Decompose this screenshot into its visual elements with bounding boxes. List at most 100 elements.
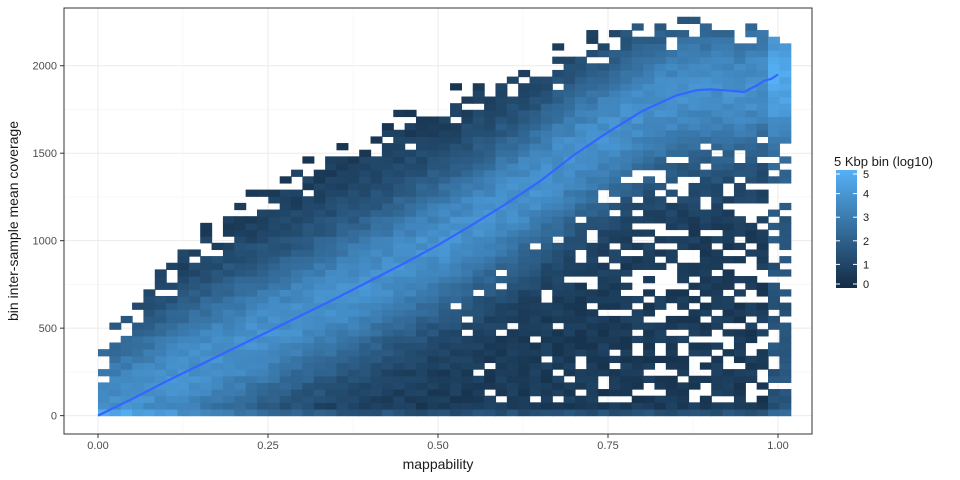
heatmap-cell <box>415 302 428 310</box>
heatmap-cell <box>438 176 451 184</box>
heatmap-cell <box>222 315 235 324</box>
heatmap-cell <box>200 389 213 397</box>
heatmap-cell <box>677 129 690 138</box>
heatmap-cell <box>540 256 553 264</box>
heatmap-cell <box>495 369 508 377</box>
heatmap-cell <box>495 375 508 383</box>
heatmap-cell <box>256 242 269 251</box>
heatmap-cell <box>234 276 247 284</box>
heatmap-cell <box>256 276 269 284</box>
heatmap-cell <box>415 282 428 290</box>
heatmap-cell <box>699 96 712 104</box>
heatmap-cell <box>779 103 792 111</box>
heatmap-cell <box>222 256 235 264</box>
heatmap-cell <box>574 289 587 297</box>
heatmap-cell <box>256 229 269 237</box>
heatmap-cell <box>654 123 667 131</box>
heatmap-cell <box>745 369 758 377</box>
heatmap-cell <box>722 216 735 224</box>
heatmap-cell <box>359 309 372 317</box>
heatmap-cell <box>222 282 235 290</box>
heatmap-cell <box>370 182 383 191</box>
heatmap-cell <box>438 369 451 377</box>
heatmap-cell <box>359 216 372 224</box>
heatmap-cell <box>699 36 712 44</box>
heatmap-cell <box>325 209 338 217</box>
heatmap-cell <box>722 56 735 64</box>
heatmap-cell <box>654 236 667 244</box>
heatmap-cell <box>609 315 621 324</box>
heatmap-cell <box>370 402 383 410</box>
heatmap-cell <box>256 342 269 350</box>
heatmap-cell <box>665 395 678 403</box>
heatmap-cell <box>654 375 667 383</box>
heatmap-cell <box>200 309 213 317</box>
heatmap-cell <box>427 335 440 344</box>
heatmap-cell <box>756 163 769 171</box>
heatmap-cell <box>643 49 656 58</box>
heatmap-cell <box>461 169 474 177</box>
heatmap-cell <box>745 196 758 204</box>
heatmap-cell <box>586 402 599 410</box>
heatmap-cell <box>234 236 247 244</box>
heatmap-cell <box>256 236 269 244</box>
heatmap-cell <box>279 349 292 357</box>
heatmap-cell <box>188 402 201 410</box>
heatmap-cell <box>711 103 724 111</box>
heatmap-cell <box>506 375 519 383</box>
heatmap-cell <box>506 389 519 397</box>
heatmap-cell <box>563 382 576 390</box>
heatmap-cell <box>665 236 678 244</box>
heatmap-cell <box>245 216 258 224</box>
heatmap-cell <box>450 315 462 324</box>
heatmap-cell <box>154 408 167 417</box>
heatmap-cell <box>779 43 792 51</box>
heatmap-cell <box>415 262 428 270</box>
heatmap-cell <box>234 222 247 231</box>
heatmap-cell <box>279 229 292 237</box>
heatmap-cell <box>620 329 633 337</box>
heatmap-cell <box>518 335 531 344</box>
heatmap-cell <box>132 302 145 310</box>
heatmap-cell <box>211 402 224 410</box>
heatmap-cell <box>631 43 644 51</box>
heatmap-cell <box>484 262 497 270</box>
heatmap-cell <box>472 129 485 138</box>
heatmap-cell <box>722 282 735 290</box>
heatmap-cell <box>756 242 769 251</box>
heatmap-cell <box>609 156 621 164</box>
heatmap-cell <box>450 163 462 171</box>
heatmap-cell <box>313 169 326 177</box>
heatmap-cell <box>677 43 690 51</box>
heatmap-cell <box>722 156 735 164</box>
heatmap-cell <box>313 229 326 237</box>
heatmap-cell <box>609 369 621 377</box>
heatmap-cell <box>768 389 780 397</box>
heatmap-cell <box>518 355 531 364</box>
heatmap-cell <box>586 103 599 111</box>
heatmap-cell <box>768 375 780 383</box>
heatmap-cell <box>688 136 701 144</box>
heatmap-cell <box>529 109 542 118</box>
heatmap-cell <box>688 382 701 390</box>
heatmap-cell <box>279 335 292 344</box>
heatmap-cell <box>586 289 599 297</box>
heatmap-cell <box>540 196 553 204</box>
heatmap-cell <box>427 202 440 211</box>
heatmap-cell <box>393 402 406 410</box>
heatmap-cell <box>188 295 201 304</box>
heatmap-cell <box>370 369 383 377</box>
heatmap-cell <box>302 269 315 277</box>
heatmap-cell <box>166 262 179 270</box>
heatmap-cell <box>461 395 474 403</box>
heatmap-cell <box>415 209 428 217</box>
heatmap-cell <box>506 176 519 184</box>
heatmap-cell <box>643 176 656 184</box>
heatmap-cell <box>381 295 394 304</box>
heatmap-cell <box>461 382 474 390</box>
heatmap-cell <box>211 342 224 350</box>
heatmap-cell <box>711 36 724 44</box>
heatmap-cell <box>313 335 326 344</box>
heatmap-cell <box>518 369 531 377</box>
